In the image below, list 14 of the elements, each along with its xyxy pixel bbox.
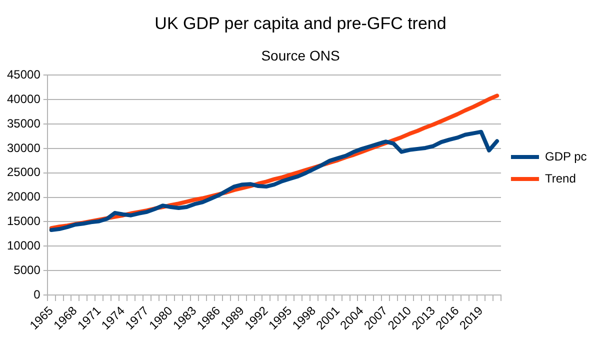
legend-label: Trend [544, 171, 576, 186]
y-tick-label: 25000 [6, 165, 41, 180]
y-tick-label: 10000 [6, 238, 41, 252]
legend-label: GDP pc [544, 149, 587, 164]
chart-subtitle: Source ONS [261, 48, 340, 64]
y-tick-label: 20000 [6, 190, 41, 204]
chart-title: UK GDP per capita and pre-GFC trend [154, 14, 446, 33]
y-tick-label: 5000 [14, 262, 41, 277]
y-tick-label: 40000 [6, 92, 41, 106]
y-tick-label: 0 [34, 287, 41, 302]
y-tick-label: 35000 [6, 116, 41, 130]
y-tick-label: 30000 [6, 140, 41, 155]
y-tick-label: 15000 [6, 214, 41, 228]
y-tick-label: 45000 [6, 68, 41, 82]
